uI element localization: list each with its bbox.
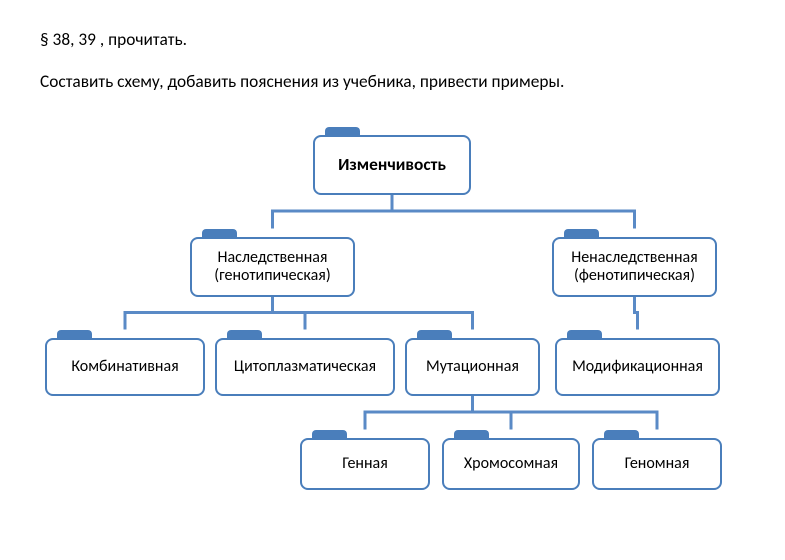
tree-node-label: Комбинативная	[71, 358, 178, 376]
tree-node-n1c1: Генная	[300, 438, 430, 490]
tree-node-label: Геномная	[625, 455, 690, 473]
tree-node-label: Генная	[342, 455, 388, 473]
tree-node-n2a: Модификационная	[555, 338, 720, 396]
tree-node-n2: Ненаследственная(фенотипическая)	[552, 237, 717, 297]
node-tab	[604, 430, 639, 440]
node-tab	[567, 330, 602, 340]
tree-node-label: Наследственная(генотипическая)	[214, 249, 330, 286]
tree-node-label: Изменчивость	[338, 155, 446, 175]
instruction-line-1: § 38, 39 , прочитать.	[40, 28, 187, 50]
tree-node-root: Изменчивость	[313, 135, 471, 195]
tree-node-label: Ненаследственная(фенотипическая)	[571, 249, 698, 286]
tree-node-label: Мутационная	[426, 358, 519, 376]
node-tab	[312, 430, 347, 440]
node-tab	[202, 229, 237, 239]
node-tab	[57, 330, 92, 340]
node-tab	[454, 430, 489, 440]
node-tab	[325, 127, 360, 137]
tree-node-label: Хромосомная	[464, 455, 558, 473]
node-tab	[564, 229, 599, 239]
tree-node-n1b: Цитоплазматическая	[215, 338, 395, 396]
node-tab	[417, 330, 452, 340]
tree-node-label: Модификационная	[572, 358, 703, 376]
node-tab	[227, 330, 262, 340]
instruction-line-2: Составить схему, добавить пояснения из у…	[40, 70, 564, 92]
tree-node-n1a: Комбинативная	[45, 338, 205, 396]
page: { "text": { "line1": "§ 38, 39 , прочита…	[0, 0, 785, 560]
tree-node-n1: Наследственная(генотипическая)	[190, 237, 355, 297]
tree-node-n1c3: Геномная	[592, 438, 722, 490]
tree-node-n1c2: Хромосомная	[442, 438, 580, 490]
tree-node-label: Цитоплазматическая	[234, 358, 376, 376]
tree-node-n1c: Мутационная	[405, 338, 540, 396]
